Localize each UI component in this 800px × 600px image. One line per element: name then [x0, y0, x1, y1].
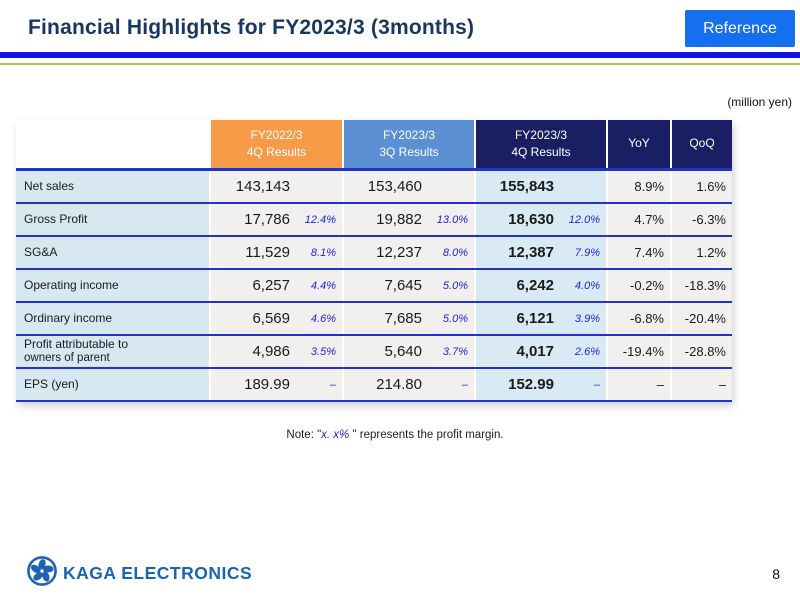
header-cell-qoq: QoQ [672, 120, 732, 168]
profit-margin: 4.0% [574, 279, 600, 292]
profit-margin: 4.4% [310, 279, 336, 292]
table-row: EPS (yen) 189.99– 214.80– 152.99– – – [16, 369, 732, 402]
header-cell-fy2022-4q: FY2022/3 4Q Results [211, 120, 342, 168]
profit-margin: 12.4% [304, 213, 336, 226]
table-row: Ordinary income 6,569 4.6% 7,685 5.0% 6,12… [16, 303, 732, 336]
unit-label: (million yen) [727, 95, 792, 109]
profit-margin: 8.1% [310, 246, 336, 259]
cell-fy2023-4q: 152.99– [476, 369, 606, 400]
cell-fy2022-4q: 4,986 3.5% [211, 336, 342, 367]
kaga-pinwheel-icon [26, 555, 58, 592]
profit-margin: 7.9% [574, 246, 600, 259]
cell-fy2023-3q: 19,882 13.0% [344, 204, 474, 235]
profit-margin: 8.0% [442, 246, 468, 259]
profit-margin: 2.6% [574, 345, 600, 358]
page-title: Financial Highlights for FY2023/3 (3mont… [28, 16, 475, 39]
table-row: Net sales 143,143 153,460 155,843 8.9% 1… [16, 171, 732, 204]
cell-fy2022-4q: 189.99– [211, 369, 342, 400]
footnote-highlight: x. x% [321, 429, 353, 441]
row-label: EPS (yen) [16, 369, 209, 400]
header-cell-yoy: YoY [608, 120, 670, 168]
row-label: SG&A [16, 237, 209, 268]
company-logo: KAGA ELECTRONICS [26, 555, 252, 592]
cell-qoq: -20.4% [672, 303, 732, 334]
cell-yoy: -19.4% [608, 336, 670, 367]
profit-margin: 3.7% [442, 345, 468, 358]
profit-margin: 12.0% [568, 213, 600, 226]
profit-margin: 13.0% [436, 213, 468, 226]
table-row: SG&A 11,529 8.1% 12,237 8.0% 12,387 7.9% 7.… [16, 237, 732, 270]
cell-yoy: 8.9% [608, 171, 670, 202]
cell-qoq: – [672, 369, 732, 400]
header-cell-fy2023-4q: FY2023/3 4Q Results [476, 120, 606, 168]
table-row: Gross Profit 17,786 12.4% 19,882 13.0% 18,… [16, 204, 732, 237]
table-body: Net sales 143,143 153,460 155,843 8.9% 1… [16, 171, 732, 402]
cell-fy2023-4q: 12,387 7.9% [476, 237, 606, 268]
cell-fy2023-4q: 155,843 [476, 171, 606, 202]
profit-margin: 5.0% [442, 312, 468, 325]
header-cell-fy2023-3q: FY2023/3 3Q Results [344, 120, 474, 168]
cell-fy2022-4q: 143,143 [211, 171, 342, 202]
profit-margin: – [461, 378, 468, 391]
cell-fy2023-3q: 7,685 5.0% [344, 303, 474, 334]
profit-margin: – [593, 378, 600, 391]
cell-yoy: 7.4% [608, 237, 670, 268]
page-number: 8 [772, 566, 780, 582]
profit-margin: 3.5% [310, 345, 336, 358]
title-rule-blue [0, 52, 800, 58]
row-label: Operating income [16, 270, 209, 301]
cell-yoy: 4.7% [608, 204, 670, 235]
cell-fy2023-3q: 5,640 3.7% [344, 336, 474, 367]
financial-table: FY2022/3 4Q Results FY2023/3 3Q Results … [16, 120, 732, 402]
cell-fy2022-4q: 6,569 4.6% [211, 303, 342, 334]
reference-button[interactable]: Reference [685, 10, 795, 47]
cell-fy2023-3q: 153,460 [344, 171, 474, 202]
row-label: Profit attributable to owners of parent [16, 336, 209, 367]
row-label: Gross Profit [16, 204, 209, 235]
cell-qoq: -28.8% [672, 336, 732, 367]
cell-fy2022-4q: 6,257 4.4% [211, 270, 342, 301]
header-cell-row-label [16, 120, 209, 168]
cell-fy2022-4q: 11,529 8.1% [211, 237, 342, 268]
cell-fy2023-4q: 6,121 3.9% [476, 303, 606, 334]
footnote: Note: "x. x% " represents the profit mar… [286, 429, 504, 441]
profit-margin: – [329, 378, 336, 391]
row-label: Ordinary income [16, 303, 209, 334]
cell-fy2023-4q: 6,242 4.0% [476, 270, 606, 301]
cell-fy2023-4q: 18,630 12.0% [476, 204, 606, 235]
cell-qoq: -6.3% [672, 204, 732, 235]
table-row: Operating income 6,257 4.4% 7,645 5.0% 6,2… [16, 270, 732, 303]
cell-yoy: -6.8% [608, 303, 670, 334]
profit-margin: 4.6% [310, 312, 336, 325]
cell-fy2023-3q: 12,237 8.0% [344, 237, 474, 268]
cell-qoq: -18.3% [672, 270, 732, 301]
cell-yoy: -0.2% [608, 270, 670, 301]
cell-fy2023-4q: 4,017 2.6% [476, 336, 606, 367]
cell-yoy: – [608, 369, 670, 400]
cell-fy2023-3q: 214.80– [344, 369, 474, 400]
profit-margin: 5.0% [442, 279, 468, 292]
cell-qoq: 1.6% [672, 171, 732, 202]
table-row: Profit attributable to owners of parent … [16, 336, 732, 369]
company-name: KAGA ELECTRONICS [63, 563, 253, 583]
profit-margin: 3.9% [574, 312, 600, 325]
title-rule-green [0, 63, 800, 65]
cell-fy2022-4q: 17,786 12.4% [211, 204, 342, 235]
table-header-row: FY2022/3 4Q Results FY2023/3 3Q Results … [16, 120, 732, 171]
cell-qoq: 1.2% [672, 237, 732, 268]
cell-fy2023-3q: 7,645 5.0% [344, 270, 474, 301]
row-label: Net sales [16, 171, 209, 202]
